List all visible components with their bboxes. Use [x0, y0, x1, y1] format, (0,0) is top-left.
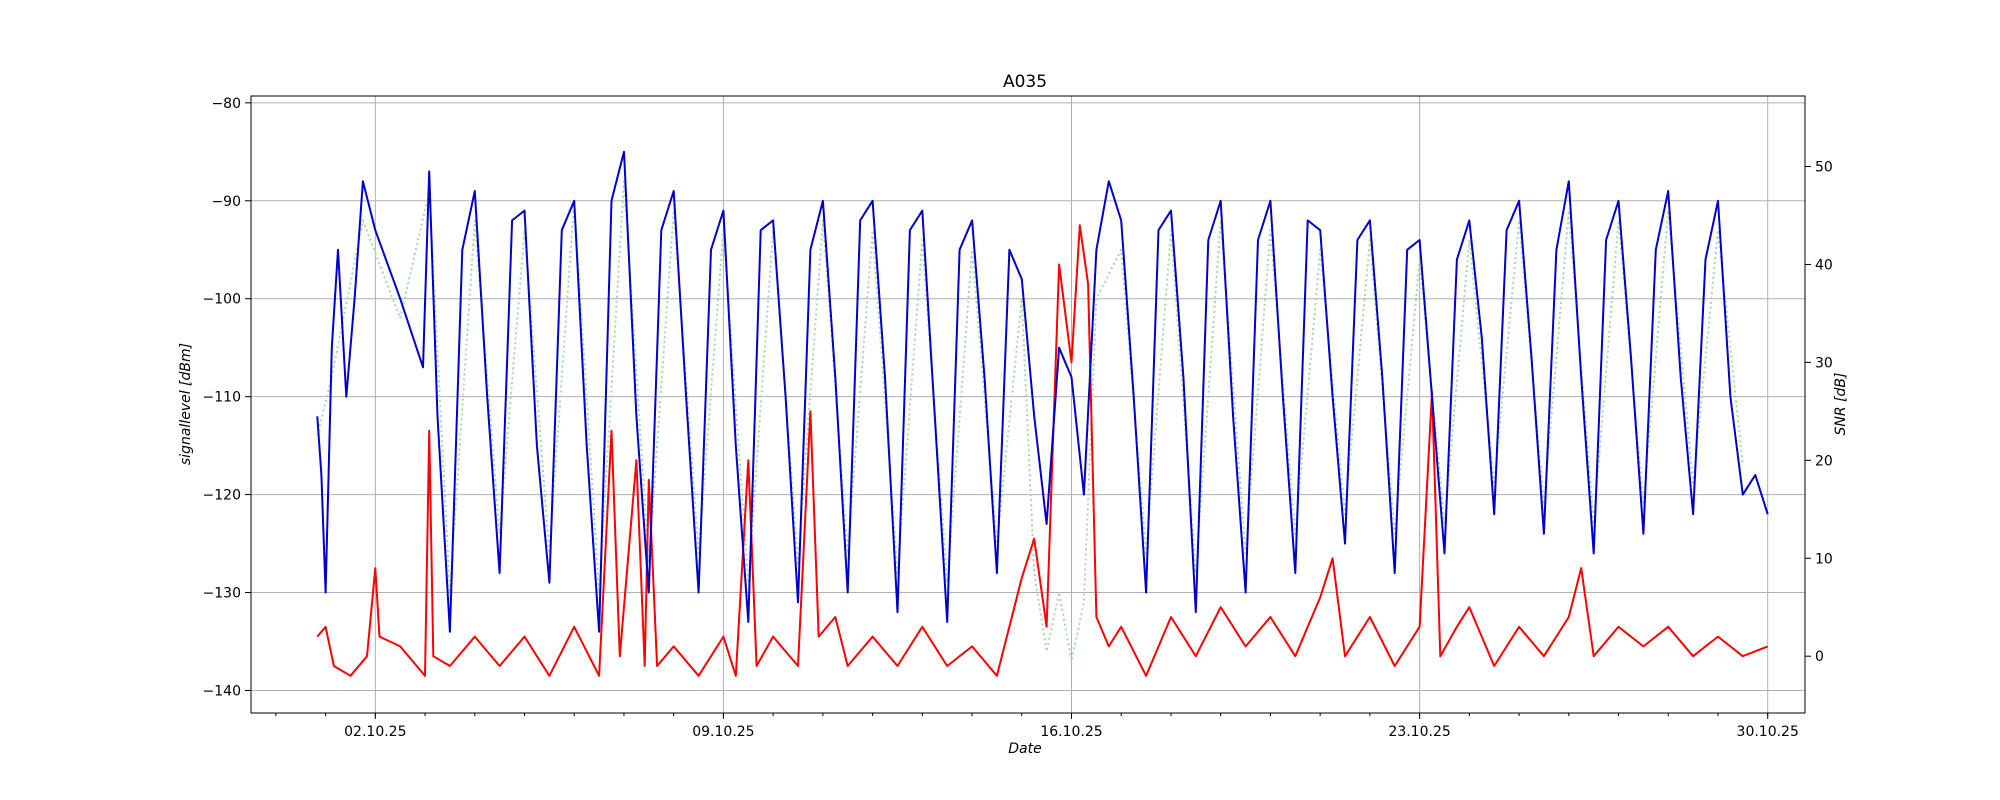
x-axis-label: Date: [1008, 741, 1041, 757]
grid: [251, 96, 1805, 713]
left-y-tick-label: −120: [203, 488, 241, 504]
right-y-axis: 0 10 20 30 40 50: [1805, 160, 1833, 665]
right-y-tick-label: 10: [1815, 551, 1833, 567]
x-tick-label: 30.10.25: [1737, 724, 1799, 740]
series-line-1: [316, 180, 1744, 663]
x-axis: 02.10.25 09.10.25 16.10.25 23.10.25 30.10.25: [275, 713, 1799, 740]
left-y-tick-label: −90: [211, 194, 241, 210]
left-y-tick-label: −110: [203, 390, 241, 406]
x-tick-label: 23.10.25: [1388, 724, 1450, 740]
x-tick-label: 09.10.25: [692, 724, 754, 740]
chart-title: A035: [1003, 72, 1047, 92]
right-y-tick-label: 20: [1815, 453, 1833, 469]
left-y-tick-label: −100: [203, 292, 241, 308]
x-tick-label: 02.10.25: [344, 724, 406, 740]
right-y-tick-label: 30: [1815, 355, 1833, 371]
left-y-axis: −80 −90 −100 −110 −120 −130 −140: [203, 96, 251, 699]
series-line-0: [316, 150, 1769, 633]
series-line-2: [316, 224, 1769, 677]
left-y-tick-label: −130: [203, 586, 241, 602]
plot-area: [250, 95, 1806, 714]
series-layer: [316, 150, 1769, 677]
right-y-axis-label: SNR [dB]: [1833, 373, 1849, 436]
x-tick-label: 16.10.25: [1040, 724, 1102, 740]
left-y-tick-label: −140: [203, 683, 241, 699]
left-y-tick-label: −80: [211, 96, 241, 112]
right-y-tick-label: 0: [1815, 649, 1824, 665]
right-y-tick-label: 40: [1815, 257, 1833, 273]
right-y-tick-label: 50: [1815, 160, 1833, 176]
left-y-axis-label: signallevel [dBm]: [178, 343, 194, 465]
